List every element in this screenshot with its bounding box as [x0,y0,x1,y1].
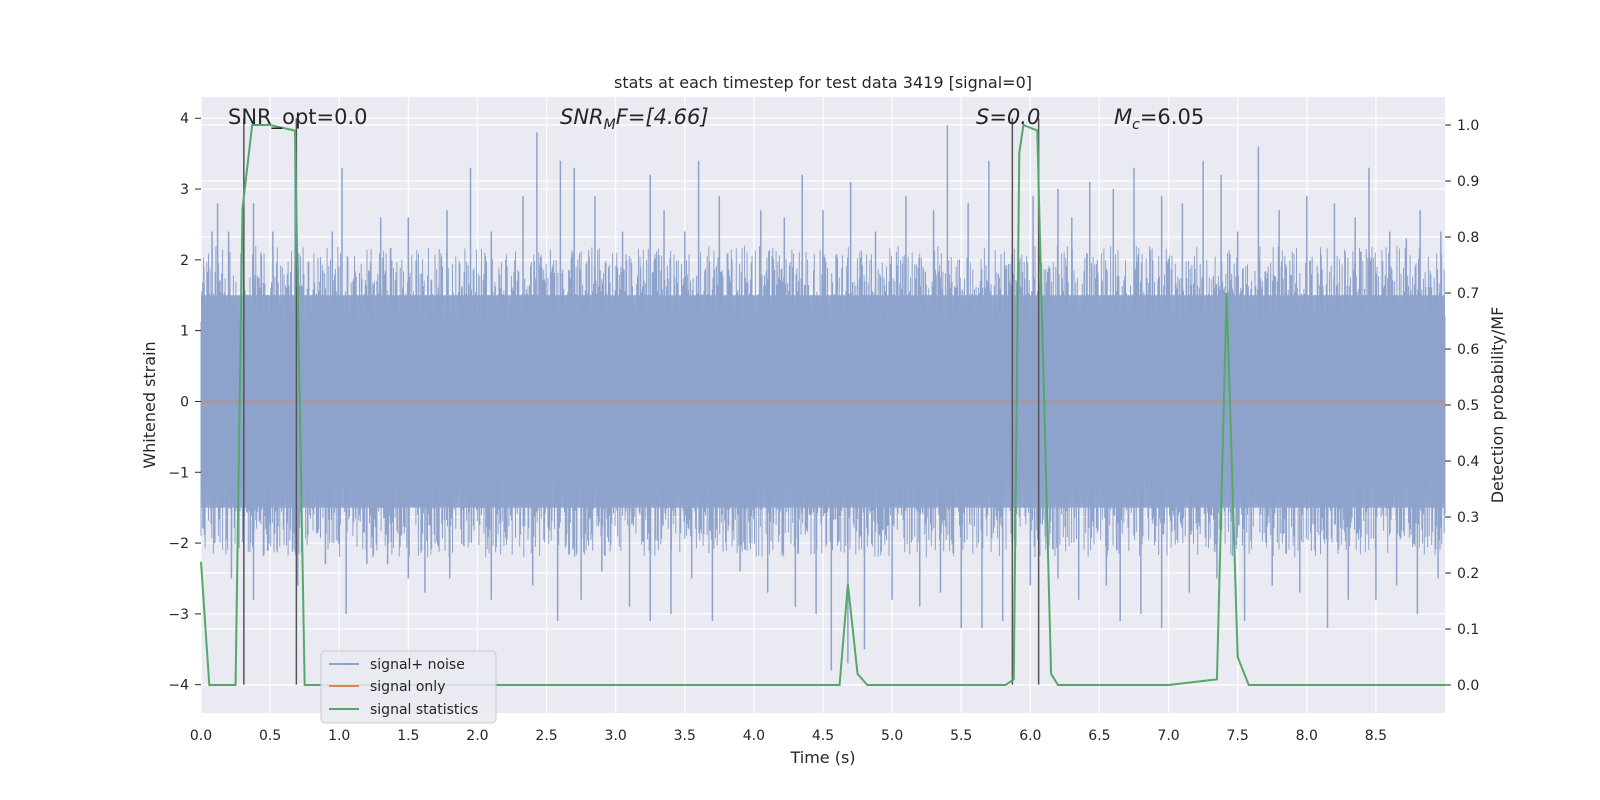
x-axis-ticks: 0.0 0.5 1.0 1.5 2.0 2.5 3.0 3.5 4.0 4.5 5.0 5.5 6.0 6… [190,728,1387,744]
annotation-mc: Mc=6.05 [1114,105,1204,133]
y-right-tick-label: 1.0 [1457,118,1479,134]
x-tick-label: 1.0 [328,728,350,744]
y-right-tick-label: 0.0 [1457,678,1479,694]
annotation-snr-opt: SNR_opt=0.0 [228,105,368,130]
legend: signal+ noise signal only signal statist… [320,650,497,724]
legend-label-signal-only: signal only [370,679,445,695]
x-tick-label: 0.0 [190,728,212,744]
snr-mf-suffix: F=[4.66] [616,105,709,129]
snr-mf-prefix: SNR [560,105,604,129]
x-tick-label: 5.0 [881,728,903,744]
x-tick-label: 3.5 [674,728,696,744]
snr-mf-sub: M [604,117,616,133]
x-tick-label: 2.5 [535,728,557,744]
x-tick-label: 6.0 [1019,728,1041,744]
y-axis-label: Whitened strain [140,341,159,468]
y-axis-ticks: 4 3 2 1 0 −1 −2 −3 −4 [168,111,201,694]
y-tick-label: 0 [180,394,189,410]
y-right-tick-label: 0.9 [1457,174,1479,190]
y-tick-label: 3 [180,182,189,198]
x-tick-label: 3.0 [605,728,627,744]
x-tick-label: 0.5 [259,728,281,744]
y-right-tick-label: 0.1 [1457,622,1479,638]
chart-title: stats at each timestep for test data 341… [614,73,1032,92]
y-tick-label: −1 [168,465,189,481]
y-tick-label: 4 [180,111,189,127]
legend-box [320,650,497,724]
x-tick-label: 6.5 [1088,728,1110,744]
y-tick-label: 1 [180,324,189,340]
annotation-snr-mf: SNRMF=[4.66] [560,105,709,133]
y-right-tick-label: 0.7 [1457,286,1479,302]
annotation-s-stat: S=0.0 [976,105,1040,129]
y-right-tick-label: 0.5 [1457,398,1479,414]
y-tick-label: −2 [168,536,189,552]
y-right-axis-label: Detection probability/MF [1488,307,1507,504]
y-right-tick-label: 0.6 [1457,342,1479,358]
x-tick-label: 1.5 [397,728,419,744]
y-tick-label: −3 [168,607,189,623]
legend-label-signal-statistics: signal statistics [370,702,478,718]
x-tick-label: 4.0 [743,728,765,744]
x-tick-label: 7.0 [1157,728,1179,744]
x-tick-label: 4.5 [812,728,834,744]
x-tick-label: 8.5 [1365,728,1387,744]
y-right-tick-label: 0.3 [1457,510,1479,526]
y-right-tick-label: 0.8 [1457,230,1479,246]
mc-suffix: =6.05 [1140,105,1204,129]
x-tick-label: 8.0 [1296,728,1318,744]
x-tick-label: 2.0 [466,728,488,744]
mc-sub: c [1132,117,1140,133]
signal-statistics-line [200,123,1445,686]
x-axis-label: Time (s) [789,748,855,767]
y-right-axis-ticks: 1.0 0.9 0.8 0.7 0.6 0.5 0.4 0.3 0.2 0.1 0.0 [1445,118,1479,694]
y-tick-label: 2 [180,253,189,269]
mc-prefix: M [1114,105,1132,129]
y-tick-label: −4 [168,678,189,694]
x-tick-label: 5.5 [950,728,972,744]
y-right-tick-label: 0.4 [1457,454,1479,470]
x-tick-label: 7.5 [1227,728,1249,744]
legend-label-signal-plus-noise: signal+ noise [370,657,465,673]
y-right-tick-label: 0.2 [1457,566,1479,582]
signal-statistics-series [200,123,1445,686]
